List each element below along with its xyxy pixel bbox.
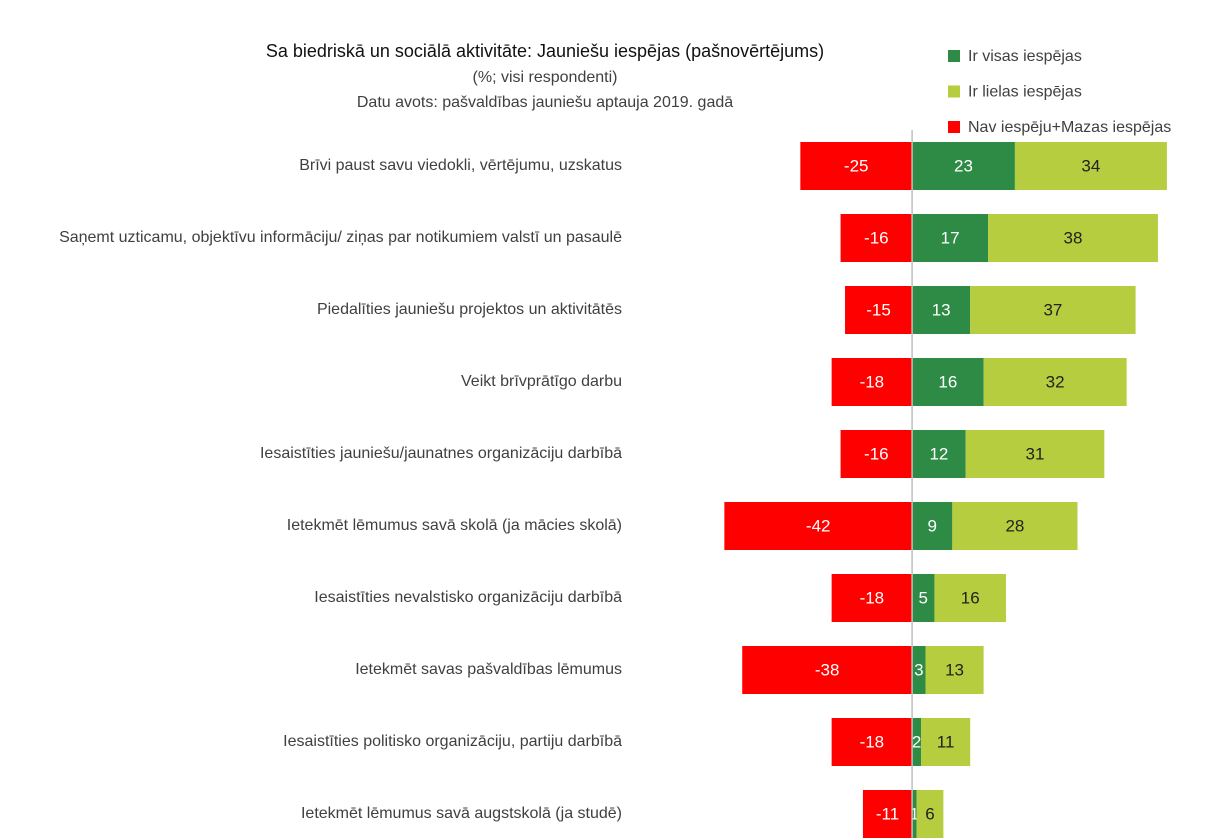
- category-label: Veikt brīvprātīgo darbu: [461, 373, 622, 390]
- legend-label: Ir lielas iespējas: [968, 84, 1082, 101]
- data-label: 38: [1064, 228, 1083, 247]
- bar-segment: [912, 358, 984, 406]
- bar-segment: [965, 430, 1105, 478]
- bar-segment: [912, 286, 971, 334]
- data-label: -11: [876, 804, 899, 823]
- data-label: -15: [866, 300, 891, 319]
- bar-segment: [840, 214, 913, 262]
- bar-segment: [912, 574, 935, 622]
- data-label: -25: [844, 156, 869, 175]
- data-label: 12: [929, 444, 948, 463]
- legend-swatch: [948, 121, 960, 133]
- data-label: 16: [961, 588, 980, 607]
- chart-subtitle: Datu avots: pašvaldības jauniešu aptauja…: [357, 94, 733, 111]
- bar-segment: [983, 358, 1127, 406]
- data-label: 11: [937, 732, 955, 751]
- data-label: 13: [945, 660, 964, 679]
- bar-segment: [925, 646, 984, 694]
- category-label: Ietekmēt lēmumus savā skolā (ja mācies s…: [286, 517, 622, 534]
- bar-segment: [845, 286, 913, 334]
- data-label: 9: [927, 516, 936, 535]
- bar-segment: [840, 430, 913, 478]
- bar-segment: [742, 646, 913, 694]
- chart-title: Sa biedriskā un sociālā aktivitāte: Jaun…: [266, 41, 824, 61]
- bar-segment: [1014, 142, 1167, 190]
- data-label: 31: [1026, 444, 1045, 463]
- data-label: 2: [912, 732, 921, 751]
- legend-label: Ir visas iespējas: [968, 48, 1082, 65]
- legend-label: Nav iespēju+Mazas iespējas: [968, 119, 1171, 136]
- data-label: 28: [1005, 516, 1024, 535]
- data-label: 13: [932, 300, 951, 319]
- data-label: -18: [860, 372, 885, 391]
- data-label: 32: [1046, 372, 1065, 391]
- chart-subtitle: (%; visi respondenti): [473, 69, 618, 86]
- data-label: 6: [925, 804, 934, 823]
- data-label: 37: [1043, 300, 1062, 319]
- data-label: -38: [815, 660, 840, 679]
- bar-segment: [912, 718, 922, 766]
- bar-segment: [912, 790, 917, 838]
- category-label: Piedalīties jauniešu projektos un aktivi…: [316, 301, 622, 318]
- legend-swatch: [948, 85, 960, 98]
- bar-segment: [912, 502, 953, 550]
- category-label: Iesaistīties jauniešu/jaunatnes organizā…: [259, 445, 622, 462]
- bar-segment: [952, 502, 1078, 550]
- data-label: -18: [860, 732, 885, 751]
- bar-segment: [912, 646, 926, 694]
- bar-segment: [934, 574, 1006, 622]
- bar-segment: [862, 790, 913, 838]
- category-label: Brīvi paust savu viedokli, vērtējumu, uz…: [299, 157, 622, 174]
- bar-segment: [921, 718, 971, 766]
- legend-swatch: [948, 50, 960, 62]
- category-label: Iesaistīties politisko organizāciju, par…: [283, 733, 622, 750]
- data-label: 3: [914, 660, 923, 679]
- bar-segment: [724, 502, 913, 550]
- bar-segment: [988, 214, 1158, 262]
- category-label: Iesaistīties nevalstisko organizāciju da…: [314, 589, 622, 606]
- data-label: -16: [864, 444, 889, 463]
- category-label: Ietekmēt lēmumus savā augstskolā (ja stu…: [300, 805, 622, 822]
- data-label: -18: [860, 588, 885, 607]
- bar-segment: [800, 142, 913, 190]
- data-label: -42: [806, 516, 831, 535]
- bar-segment: [912, 214, 989, 262]
- data-label: 23: [954, 156, 973, 175]
- data-label: 16: [938, 372, 957, 391]
- bar-segment: [916, 790, 944, 838]
- data-label: -16: [864, 228, 889, 247]
- bar-segment: [912, 142, 1015, 190]
- bar-segment: [831, 574, 913, 622]
- bar-segment: [831, 718, 913, 766]
- data-label: 1: [910, 804, 919, 823]
- bar-segment: [970, 286, 1136, 334]
- data-label: 5: [919, 588, 928, 607]
- data-label: 34: [1081, 156, 1100, 175]
- bar-segment: [831, 358, 913, 406]
- category-label: Saņemt uzticamu, objektīvu informāciju/ …: [59, 229, 622, 246]
- bar-segment: [912, 430, 966, 478]
- category-label: Ietekmēt savas pašvaldības lēmumus: [355, 661, 622, 678]
- data-label: 17: [941, 228, 960, 247]
